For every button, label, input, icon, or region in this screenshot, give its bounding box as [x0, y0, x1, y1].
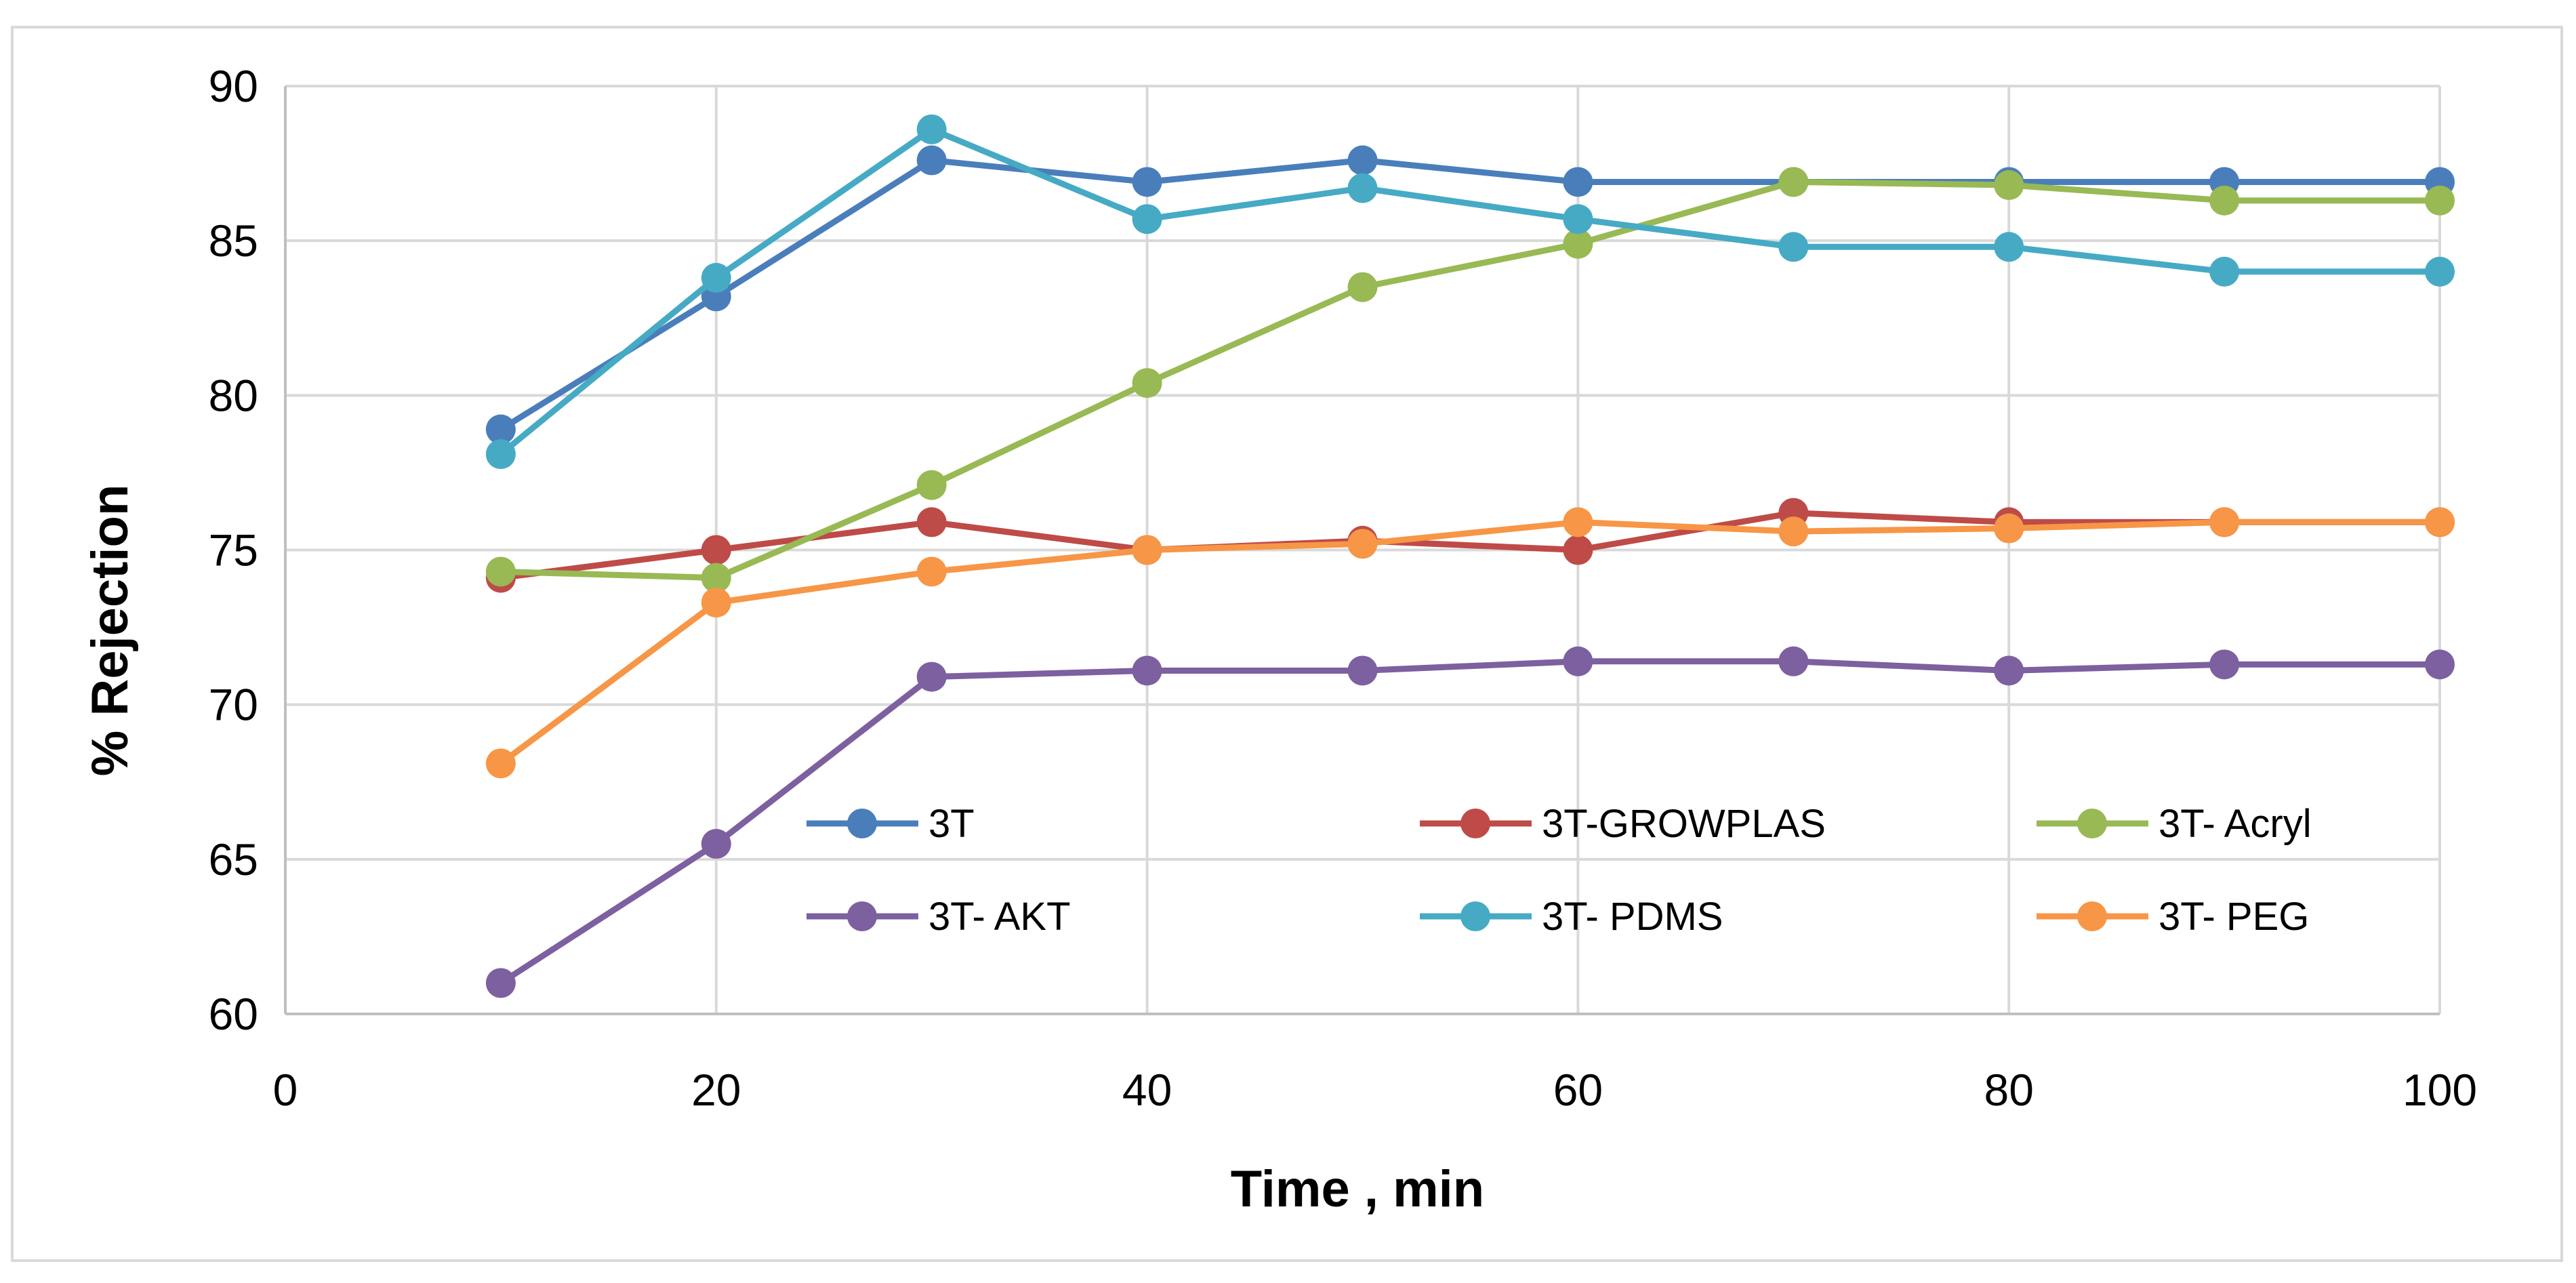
legend-swatch-marker — [1460, 901, 1490, 931]
legend-item: 3T- PEG — [2037, 895, 2309, 939]
data-point — [1563, 535, 1593, 565]
data-point — [2209, 185, 2240, 216]
data-point — [1347, 272, 1378, 302]
data-point — [916, 145, 947, 176]
data-point — [916, 556, 947, 587]
data-point — [1563, 507, 1593, 537]
data-point — [1994, 232, 2024, 262]
data-point — [485, 439, 516, 470]
legend-item: 3T- PDMS — [1420, 895, 1723, 939]
data-point — [701, 535, 731, 565]
data-point — [1994, 513, 2024, 544]
y-tick-label: 75 — [209, 525, 258, 575]
data-point — [2425, 256, 2455, 287]
data-point — [2425, 507, 2455, 537]
y-tick-label: 80 — [209, 370, 258, 420]
data-point — [2209, 649, 2240, 680]
series-line — [499, 658, 2440, 986]
data-point — [485, 968, 516, 998]
y-axis-title: % Rejection — [81, 485, 139, 777]
legend-swatch-marker — [2077, 809, 2107, 838]
data-point — [1132, 204, 1162, 235]
legend: 3T 3T-GROWPLAS 3T- Acryl 3T- AKT 3T- PDMS 3T-… — [806, 802, 2312, 939]
series-5 — [485, 507, 2455, 779]
data-point — [2425, 649, 2455, 680]
y-tick-label: 90 — [209, 61, 258, 111]
data-point — [916, 470, 947, 500]
legend-item: 3T — [806, 802, 975, 846]
data-point — [701, 588, 731, 618]
x-tick-label: 40 — [1122, 1065, 1172, 1115]
y-tick-label: 60 — [209, 989, 258, 1039]
axes — [284, 86, 2440, 1015]
series-line — [499, 518, 2440, 766]
x-tick-label: 0 — [273, 1065, 298, 1115]
series-line — [499, 126, 2440, 457]
data-point — [1347, 655, 1378, 686]
legend-label: 3T-GROWPLAS — [1542, 802, 1826, 846]
series-line — [499, 157, 2440, 432]
data-point — [1563, 204, 1593, 235]
x-tick-label: 60 — [1553, 1065, 1603, 1115]
data-point — [1132, 167, 1162, 197]
x-tick-label: 100 — [2403, 1065, 2477, 1115]
series-3 — [485, 646, 2455, 998]
data-point — [1563, 646, 1593, 676]
series-4 — [485, 114, 2455, 470]
data-point — [1778, 167, 1809, 197]
y-tick-label: 65 — [209, 834, 258, 884]
data-point — [2209, 256, 2240, 287]
legend-swatch-marker — [2077, 901, 2107, 931]
data-point — [916, 114, 947, 144]
legend-label: 3T- PDMS — [1542, 895, 1723, 939]
data-point — [485, 748, 516, 779]
data-point — [485, 556, 516, 587]
x-axis-ticks: 0 20 40 60 80 100 — [273, 1065, 2477, 1115]
data-point — [1132, 655, 1162, 686]
legend-label: 3T- AKT — [928, 895, 1071, 939]
series-layer — [485, 114, 2455, 998]
data-point — [701, 829, 731, 859]
data-point — [1132, 368, 1162, 399]
data-point — [1563, 228, 1593, 259]
series-line — [500, 510, 2440, 582]
data-point — [2425, 185, 2455, 216]
data-point — [485, 414, 516, 445]
legend-item: 3T- Acryl — [2037, 802, 2312, 846]
legend-label: 3T — [928, 802, 975, 846]
data-point — [1132, 535, 1162, 565]
y-tick-label: 70 — [209, 680, 258, 730]
y-axis-ticks: 60 65 70 75 80 85 90 — [209, 61, 258, 1039]
x-tick-label: 80 — [1984, 1065, 2033, 1115]
chart-border — [11, 26, 2563, 1262]
data-point — [916, 507, 947, 537]
data-point — [1994, 170, 2024, 201]
legend-swatch-marker — [847, 901, 877, 931]
x-axis-title: Time , min — [1231, 1160, 1484, 1218]
data-point — [916, 661, 947, 692]
legend-label: 3T- PEG — [2159, 895, 2309, 939]
legend-label: 3T- Acryl — [2159, 802, 2312, 846]
legend-item: 3T- AKT — [806, 895, 1071, 939]
series-2 — [485, 167, 2455, 593]
data-point — [1994, 655, 2024, 686]
y-tick-label: 85 — [209, 216, 258, 266]
legend-item: 3T-GROWPLAS — [1420, 802, 1826, 846]
data-point — [2209, 507, 2240, 537]
data-point — [1778, 646, 1809, 676]
data-point — [1347, 173, 1378, 203]
data-point — [1778, 516, 1809, 547]
legend-swatch-marker — [847, 809, 877, 838]
data-point — [1778, 232, 1809, 262]
data-point — [701, 262, 731, 293]
data-point — [1347, 529, 1378, 559]
series-line — [500, 178, 2440, 582]
data-point — [1347, 145, 1378, 176]
data-point — [701, 563, 731, 593]
legend-swatch-marker — [1460, 809, 1490, 838]
data-point — [1563, 167, 1593, 197]
x-tick-label: 20 — [691, 1065, 741, 1115]
